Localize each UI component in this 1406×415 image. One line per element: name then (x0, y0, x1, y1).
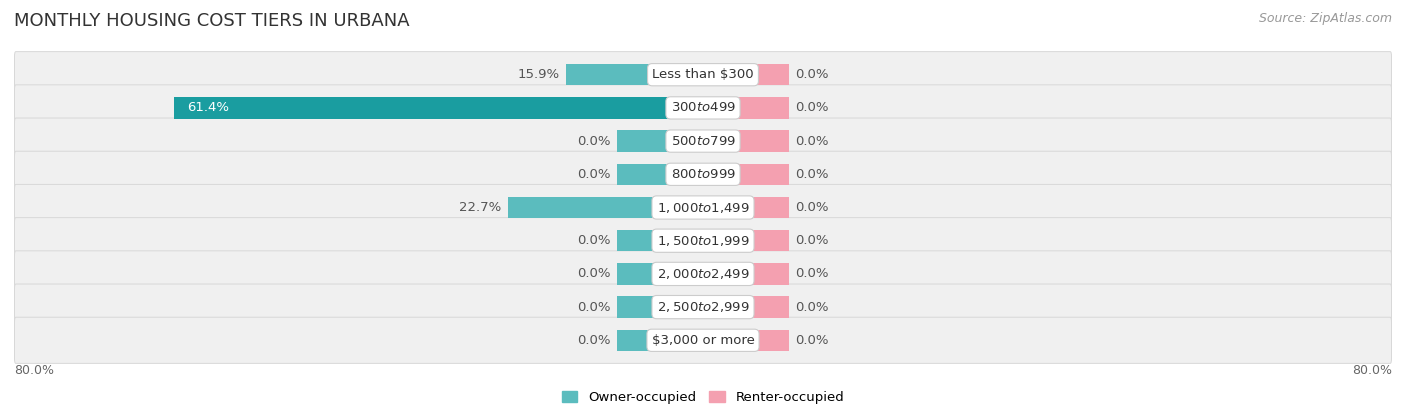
Bar (617, 230, 703, 251)
Text: 15.9%: 15.9% (517, 68, 560, 81)
FancyBboxPatch shape (14, 151, 1392, 198)
Text: 0.0%: 0.0% (576, 334, 610, 347)
Text: 0.0%: 0.0% (796, 168, 830, 181)
Text: MONTHLY HOUSING COST TIERS IN URBANA: MONTHLY HOUSING COST TIERS IN URBANA (14, 12, 409, 30)
Text: Less than $300: Less than $300 (652, 68, 754, 81)
FancyBboxPatch shape (14, 118, 1392, 164)
Text: $300 to $499: $300 to $499 (671, 101, 735, 115)
Text: 0.0%: 0.0% (576, 134, 610, 148)
Bar (703, 164, 789, 185)
FancyBboxPatch shape (14, 184, 1392, 231)
Text: 0.0%: 0.0% (576, 168, 610, 181)
Bar (567, 64, 703, 85)
Text: 0.0%: 0.0% (796, 334, 830, 347)
Bar (617, 330, 703, 351)
Text: 0.0%: 0.0% (576, 234, 610, 247)
Text: 0.0%: 0.0% (796, 68, 830, 81)
Text: $3,000 or more: $3,000 or more (651, 334, 755, 347)
Text: $1,000 to $1,499: $1,000 to $1,499 (657, 200, 749, 215)
Bar (617, 130, 703, 152)
Bar (703, 97, 789, 119)
FancyBboxPatch shape (14, 51, 1392, 98)
Text: $2,500 to $2,999: $2,500 to $2,999 (657, 300, 749, 314)
Bar (174, 97, 703, 119)
Text: $800 to $999: $800 to $999 (671, 168, 735, 181)
Text: 0.0%: 0.0% (796, 101, 830, 115)
Text: 0.0%: 0.0% (576, 267, 610, 281)
FancyBboxPatch shape (14, 284, 1392, 330)
Text: 0.0%: 0.0% (796, 300, 830, 314)
Bar (617, 164, 703, 185)
Text: Source: ZipAtlas.com: Source: ZipAtlas.com (1258, 12, 1392, 25)
Text: $2,000 to $2,499: $2,000 to $2,499 (657, 267, 749, 281)
FancyBboxPatch shape (14, 85, 1392, 131)
FancyBboxPatch shape (14, 217, 1392, 264)
Text: 61.4%: 61.4% (187, 101, 229, 115)
FancyBboxPatch shape (14, 317, 1392, 364)
Bar (703, 197, 789, 218)
Bar (508, 197, 703, 218)
Text: 0.0%: 0.0% (796, 267, 830, 281)
Bar (703, 330, 789, 351)
Text: 0.0%: 0.0% (796, 234, 830, 247)
Text: 0.0%: 0.0% (796, 201, 830, 214)
Bar (703, 64, 789, 85)
Text: 80.0%: 80.0% (14, 364, 53, 377)
Text: 22.7%: 22.7% (458, 201, 501, 214)
Text: 80.0%: 80.0% (1353, 364, 1392, 377)
Text: $1,500 to $1,999: $1,500 to $1,999 (657, 234, 749, 248)
FancyBboxPatch shape (14, 251, 1392, 297)
Legend: Owner-occupied, Renter-occupied: Owner-occupied, Renter-occupied (557, 386, 849, 409)
Bar (703, 263, 789, 285)
Text: 0.0%: 0.0% (796, 134, 830, 148)
Bar (703, 230, 789, 251)
Bar (703, 296, 789, 318)
Text: $500 to $799: $500 to $799 (671, 134, 735, 148)
Bar (617, 263, 703, 285)
Bar (703, 130, 789, 152)
Bar (617, 296, 703, 318)
Text: 0.0%: 0.0% (576, 300, 610, 314)
